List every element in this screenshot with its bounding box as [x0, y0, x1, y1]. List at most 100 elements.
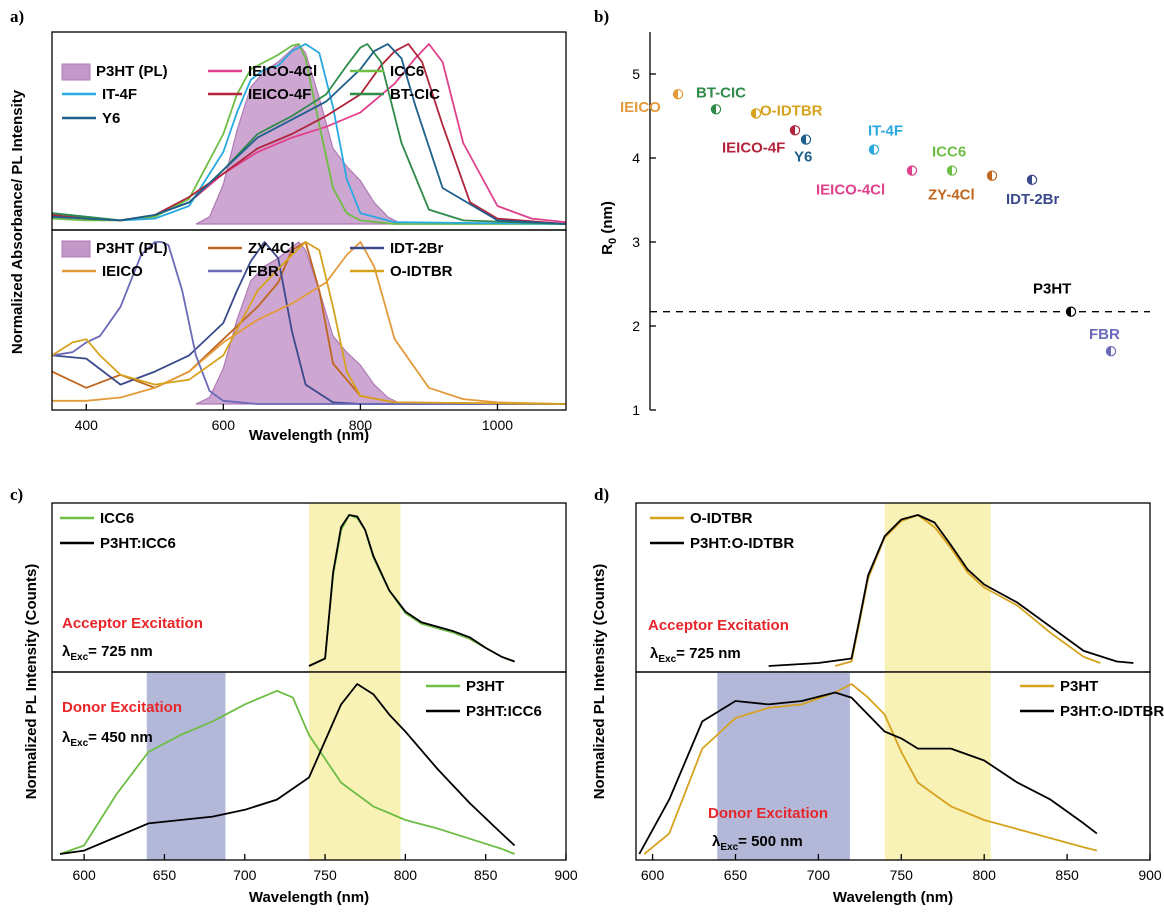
series-line-4: [51, 241, 566, 405]
legend-label: BT-CIC: [390, 86, 440, 103]
legend-label: Y6: [102, 110, 120, 127]
point-label: IT-4F: [868, 123, 903, 140]
panel-label: d): [594, 485, 609, 504]
marker-half: [869, 145, 874, 155]
annotation-acceptor: Acceptor Excitation: [648, 617, 789, 634]
series-line-1: [768, 514, 1134, 667]
annotation-donor: Donor Excitation: [708, 805, 828, 822]
lambda-symbol: λ: [650, 645, 659, 662]
subplot-c)-bottom: [51, 671, 567, 861]
y-tick-label: 2: [632, 318, 640, 334]
subplot-d)-top: [635, 502, 1151, 673]
panel-label: a): [10, 7, 24, 26]
excitation-value: = 725 nm: [676, 645, 741, 662]
x-tick-label: 900: [1138, 867, 1162, 883]
legend-item: P3HT:O-IDTBR: [650, 535, 794, 552]
marker-half: [1066, 307, 1071, 317]
x-tick-label: 800: [394, 867, 418, 883]
legend-item: O-IDTBR: [650, 510, 753, 527]
legend-item: O-IDTBR: [350, 263, 453, 280]
legend-item: FBR: [208, 263, 279, 280]
x-tick-label: 700: [807, 867, 831, 883]
legend-label: ICC6: [390, 63, 424, 80]
marker-half: [790, 125, 795, 135]
legend-swatch: [61, 63, 91, 81]
legend-label: IDT-2Br: [390, 240, 444, 257]
lambda-subscript: Exc: [720, 842, 738, 853]
excitation-band: [309, 672, 401, 860]
y-axis-label: Normalized PL Intensity (Counts): [591, 564, 608, 800]
legend-item: P3HT:O-IDTBR: [1020, 703, 1164, 720]
series-line-1: [638, 691, 1098, 855]
x-tick-label: 650: [153, 867, 177, 883]
series-area-0: [195, 43, 402, 225]
legend-swatch: [61, 240, 91, 258]
x-tick-label: 1000: [482, 417, 513, 433]
legend-item: P3HT (PL): [61, 240, 168, 258]
x-tick-label: 600: [641, 867, 665, 883]
series-line-1: [51, 241, 567, 405]
excitation-band: [309, 503, 401, 672]
subplot-d)-bottom: [635, 671, 1151, 861]
legend-label: P3HT: [1060, 678, 1098, 695]
point-label: BT-CIC: [696, 84, 746, 101]
legend-label: P3HT:O-IDTBR: [690, 535, 794, 552]
subplot-frame: [635, 671, 1151, 861]
legend-item: P3HT:ICC6: [60, 535, 176, 552]
legend-label: O-IDTBR: [390, 263, 453, 280]
subplot-a-bottom: [51, 229, 567, 411]
legend-item: P3HT: [1020, 678, 1098, 695]
data-point: FBR: [1089, 326, 1120, 357]
series-line-0: [59, 689, 515, 855]
marker-half: [711, 104, 716, 114]
x-axis-label: Wavelength (nm): [833, 889, 953, 906]
legend-label: O-IDTBR: [690, 510, 753, 527]
legend-label: P3HT:O-IDTBR: [1060, 703, 1164, 720]
legend-item: IEICO-4Cl: [208, 63, 317, 80]
legend-item: P3HT: [426, 678, 504, 695]
y-tick-label: 1: [632, 402, 640, 418]
x-tick-label: 650: [724, 867, 748, 883]
legend-label: P3HT: [466, 678, 504, 695]
y-tick-label: 5: [632, 66, 640, 82]
legend-item: Y6: [62, 110, 120, 127]
series-line-2: [51, 43, 566, 225]
legend-item: P3HT:ICC6: [426, 703, 542, 720]
point-label: O-IDTBR: [760, 102, 823, 119]
data-point: O-IDTBR: [750, 102, 823, 119]
lambda-symbol: λ: [62, 643, 71, 660]
data-point: Y6: [794, 134, 812, 166]
marker-half: [1027, 175, 1032, 185]
subplot-frame: [51, 229, 567, 411]
x-tick-label: 700: [233, 867, 257, 883]
y-axis-label: Normalized PL Intensity (Counts): [23, 564, 40, 800]
point-label: IEICO-4F: [722, 139, 785, 156]
data-point: BT-CIC: [696, 84, 746, 115]
legend-label: IEICO-4Cl: [248, 63, 317, 80]
legend-item: P3HT (PL): [61, 63, 168, 81]
data-point: ZY-4Cl: [928, 170, 998, 204]
x-tick-label: 750: [890, 867, 914, 883]
point-label: IEICO-4Cl: [816, 182, 885, 199]
y-axis-label: R0 (nm): [599, 201, 619, 255]
excitation-wavelength: λExc= 725 nm: [62, 643, 153, 663]
data-point: IEICO-4Cl: [816, 165, 918, 199]
x-tick-label: 600: [212, 417, 236, 433]
excitation-wavelength: λExc= 450 nm: [62, 729, 153, 749]
data-point: ICC6: [932, 144, 966, 176]
x-tick-label: 850: [474, 867, 498, 883]
point-label: ICC6: [932, 144, 966, 161]
excitation-wavelength: λExc= 725 nm: [650, 645, 741, 665]
lambda-subscript: Exc: [70, 738, 88, 749]
subplot-c)-top: [51, 502, 567, 673]
legend-item: BT-CIC: [350, 86, 440, 103]
legend-label: P3HT (PL): [96, 240, 168, 257]
point-label: Y6: [794, 149, 812, 166]
data-point: IEICO: [620, 88, 684, 116]
x-tick-label: 900: [554, 867, 578, 883]
series-line-6: [51, 43, 567, 225]
series-line-0: [643, 683, 1098, 855]
legend-item: IDT-2Br: [350, 240, 444, 257]
annotation-acceptor: Acceptor Excitation: [62, 615, 203, 632]
subplot-a-top: [51, 31, 567, 231]
